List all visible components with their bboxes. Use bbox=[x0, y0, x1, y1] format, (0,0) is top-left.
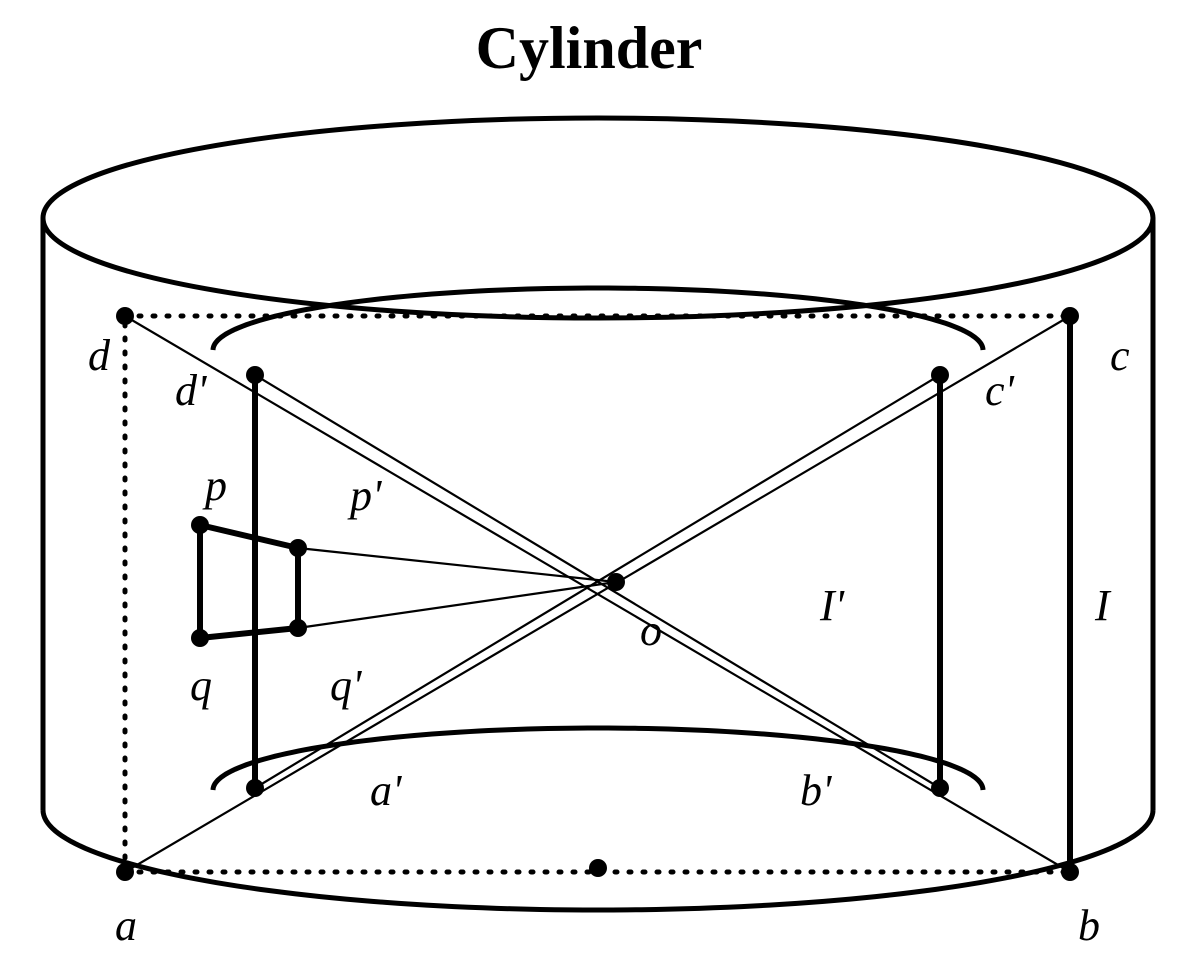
label-c: c bbox=[1110, 331, 1130, 380]
label-o: o bbox=[640, 606, 662, 655]
label-d: d bbox=[88, 331, 111, 380]
point-a2 bbox=[246, 779, 264, 797]
label-b2: b' bbox=[800, 766, 833, 815]
point-bottom_mid bbox=[589, 859, 607, 877]
point-c bbox=[1061, 307, 1079, 325]
diagram-title: Cylinder bbox=[476, 15, 703, 81]
point-a bbox=[116, 863, 134, 881]
label-I2: I' bbox=[819, 581, 846, 630]
label-q: q bbox=[190, 661, 212, 710]
point-o bbox=[607, 573, 625, 591]
label-b: b bbox=[1078, 901, 1100, 950]
label-d2: d' bbox=[175, 366, 208, 415]
label-p2: p' bbox=[347, 471, 383, 520]
point-p2 bbox=[289, 539, 307, 557]
point-p bbox=[191, 516, 209, 534]
ellipse-arc bbox=[213, 728, 983, 790]
label-I: I bbox=[1094, 581, 1112, 630]
edge-p-p2 bbox=[200, 525, 298, 548]
label-p: p bbox=[202, 461, 227, 510]
label-c2: c' bbox=[985, 366, 1016, 415]
geometry-layer bbox=[43, 118, 1153, 910]
label-a2: a' bbox=[370, 766, 403, 815]
label-a: a bbox=[115, 901, 137, 950]
point-c2 bbox=[931, 366, 949, 384]
point-d2 bbox=[246, 366, 264, 384]
labels-layer: d c d' c' p p' q q' o I' Ia' b' a b bbox=[88, 331, 1130, 950]
point-b2 bbox=[931, 779, 949, 797]
edge-q-q2 bbox=[200, 628, 298, 638]
point-q2 bbox=[289, 619, 307, 637]
point-b bbox=[1061, 863, 1079, 881]
edge-q2-o bbox=[298, 582, 616, 628]
point-q bbox=[191, 629, 209, 647]
label-q2: q' bbox=[330, 661, 363, 710]
cylinder-diagram: Cylinder d c d' c' p p' q q' o I' Ia' b' a b bbox=[0, 0, 1179, 962]
point-d bbox=[116, 307, 134, 325]
